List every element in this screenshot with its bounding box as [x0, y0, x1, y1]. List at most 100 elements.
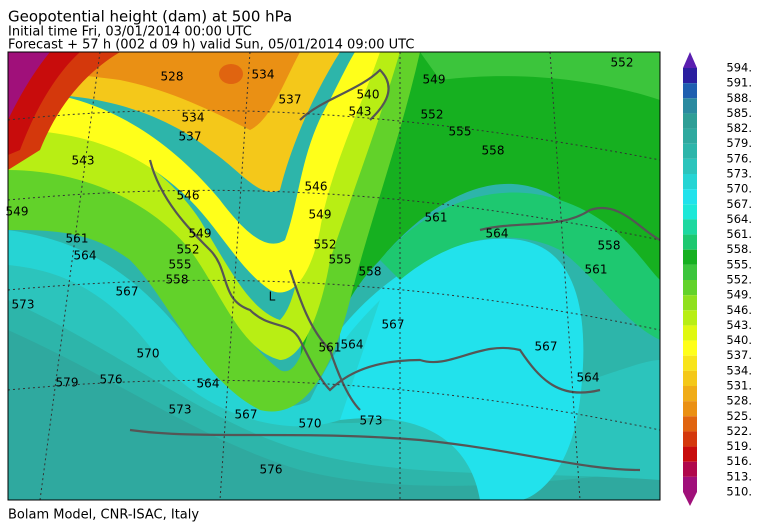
contour-label: 564	[197, 377, 220, 391]
colorbar-label: 582.	[726, 121, 752, 135]
contour-label: 540	[357, 88, 380, 102]
colorbar-swatch	[683, 416, 697, 432]
colorbar-swatch	[683, 446, 697, 462]
contour-label: 546	[305, 180, 328, 194]
colorbar-label: 552.	[726, 273, 752, 287]
contour-label: 537	[279, 93, 302, 107]
colorbar-label: 558.	[726, 242, 752, 256]
contour-label: 534	[252, 68, 275, 82]
map-frame	[7, 51, 661, 501]
contour-label: 552	[421, 108, 444, 122]
contour-label: 546	[177, 189, 200, 203]
contour-label: 573	[169, 403, 192, 417]
colorbar-label: 534.	[726, 363, 752, 377]
contour-label: 576	[100, 373, 123, 387]
contour-label: 561	[66, 232, 89, 246]
contour-label: 579	[56, 376, 79, 390]
colorbar-label: 561.	[726, 227, 752, 241]
colorbar-swatch	[683, 83, 697, 99]
colorbar-swatch	[683, 476, 697, 492]
contour-label: 552	[177, 243, 200, 257]
colorbar-label: 531.	[726, 379, 752, 393]
colorbar-label: 510.	[726, 485, 752, 499]
contour-label: 567	[535, 340, 558, 354]
colorbar-swatch	[683, 128, 697, 144]
contour-label: 558	[598, 239, 621, 253]
contour-label: 567	[116, 285, 139, 299]
contour-label: 558	[482, 144, 505, 158]
colorbar: 594.591.588.585.582.579.576. 573.570.567.…	[683, 52, 752, 506]
colorbar-label: 591.	[726, 76, 752, 90]
colorbar-swatch	[683, 249, 697, 265]
colorbar-swatch	[683, 219, 697, 235]
contour-label: 552	[314, 238, 337, 252]
contour-label: 528	[161, 70, 184, 84]
colorbar-swatch	[683, 431, 697, 447]
colorbar-label: 594.	[726, 61, 752, 75]
title: Geopotential height (dam) at 500 hPa	[8, 8, 292, 26]
colorbar-label: 573.	[726, 167, 752, 181]
colorbar-swatch	[683, 189, 697, 205]
colorbar-swatch	[683, 340, 697, 356]
map	[8, 52, 660, 500]
contour-label: 564	[341, 338, 364, 352]
contour-label: 564	[74, 249, 97, 263]
colorbar-arrow-bottom	[683, 492, 697, 506]
contour-label: 549	[309, 208, 332, 222]
colorbar-swatch	[683, 401, 697, 417]
colorbar-label: 525.	[726, 409, 752, 423]
colorbar-label: 543.	[726, 318, 752, 332]
contour-label: 570	[137, 347, 160, 361]
contour-label: 543	[349, 105, 372, 119]
contour-label: 558	[166, 273, 189, 287]
contour-label: 561	[319, 341, 342, 355]
colorbar-swatch	[683, 461, 697, 477]
contour-label: 564	[486, 227, 509, 241]
colorbar-swatch	[683, 174, 697, 190]
contour-label: 534	[182, 111, 205, 125]
contour-label: 558	[359, 265, 382, 279]
colorbar-swatch	[683, 295, 697, 311]
contour-label: 537	[179, 130, 202, 144]
colorbar-label: 516.	[726, 454, 752, 468]
low-label: L	[269, 290, 276, 304]
footer: Bolam Model, CNR-ISAC, Italy	[8, 508, 199, 523]
contour-label: 561	[585, 263, 608, 277]
colorbar-label: 549.	[726, 288, 752, 302]
colorbar-label: 522.	[726, 424, 752, 438]
colorbar-swatch	[683, 98, 697, 114]
colorbar-swatch	[683, 310, 697, 326]
contour-label: 549	[6, 205, 29, 219]
colorbar-swatch	[683, 68, 697, 84]
contour-label: 564	[577, 371, 600, 385]
colorbar-label: 537.	[726, 348, 752, 362]
initial-time: Initial time Fri, 03/01/2014 00:00 UTC	[8, 25, 252, 40]
colorbar-label: 564.	[726, 212, 752, 226]
contour-label: 567	[235, 408, 258, 422]
contour-label: 555	[329, 253, 352, 267]
contour-label: 549	[189, 227, 212, 241]
contour-label: 555	[449, 125, 472, 139]
contour-label: 567	[382, 318, 405, 332]
colorbar-label: 519.	[726, 439, 752, 453]
forecast-time: Forecast + 57 h (002 d 09 h) valid Sun, …	[8, 38, 414, 53]
contour-label: 570	[299, 417, 322, 431]
contour-label: 561	[425, 211, 448, 225]
contour-label: 576	[260, 463, 283, 477]
contour-label: 573	[12, 298, 35, 312]
contour-label: 552	[611, 56, 634, 70]
colorbar-label: 576.	[726, 151, 752, 165]
contour-label: 549	[423, 73, 446, 87]
colorbar-arrow-top	[683, 52, 697, 68]
contour-label: 573	[360, 414, 383, 428]
colorbar-swatch	[683, 158, 697, 174]
colorbar-label: 546.	[726, 303, 752, 317]
colorbar-swatch	[683, 355, 697, 371]
colorbar-label: 567.	[726, 197, 752, 211]
colorbar-swatch	[683, 113, 697, 129]
contour-label: 543	[72, 154, 95, 168]
colorbar-swatch	[683, 325, 697, 341]
colorbar-label: 540.	[726, 333, 752, 347]
